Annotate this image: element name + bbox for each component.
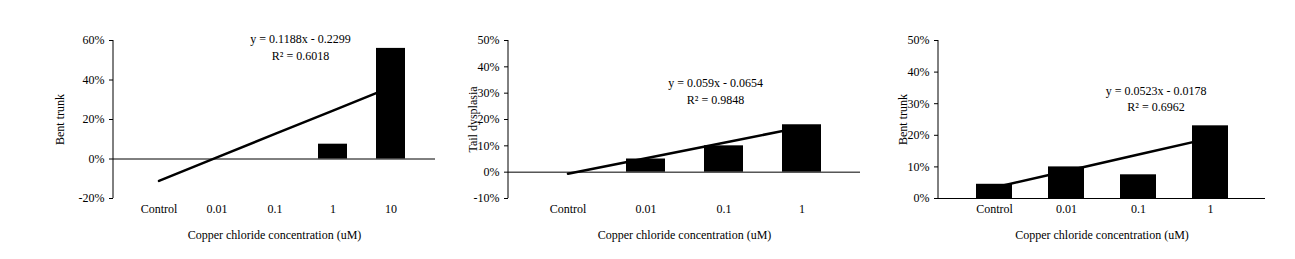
svg-text:y = 0.0523x - 0.0178: y = 0.0523x - 0.0178 (1106, 84, 1207, 98)
svg-text:Bent trunk: Bent trunk (896, 94, 910, 145)
svg-text:0%: 0% (914, 191, 930, 205)
svg-text:y = 0.1188x - 0.2299: y = 0.1188x - 0.2299 (250, 32, 350, 46)
svg-text:R² = 0.6962: R² = 0.6962 (1127, 100, 1184, 114)
svg-text:20%: 20% (908, 128, 930, 142)
svg-text:40%: 40% (478, 60, 500, 74)
svg-text:40%: 40% (83, 73, 105, 87)
svg-text:30%: 30% (478, 86, 500, 100)
svg-text:0%: 0% (484, 165, 500, 179)
svg-text:Tail dysplasia: Tail dysplasia (466, 86, 480, 153)
svg-text:1: 1 (330, 202, 336, 216)
svg-text:20%: 20% (83, 112, 105, 126)
svg-text:Copper chloride concentration: Copper chloride concentration (uM) (1015, 228, 1189, 242)
svg-text:Control: Control (141, 202, 178, 216)
svg-text:0.01: 0.01 (1056, 202, 1077, 216)
svg-text:Copper chloride concentration: Copper chloride concentration (uM) (188, 228, 362, 242)
svg-text:10%: 10% (908, 160, 930, 174)
svg-text:1: 1 (799, 202, 805, 216)
svg-text:-20%: -20% (79, 191, 105, 205)
svg-text:Copper chloride concentration: Copper chloride concentration (uM) (598, 228, 772, 242)
svg-text:0%: 0% (89, 152, 105, 166)
svg-text:Control: Control (976, 202, 1013, 216)
svg-text:10%: 10% (478, 139, 500, 153)
svg-text:1: 1 (1208, 202, 1214, 216)
svg-text:30%: 30% (908, 97, 930, 111)
svg-text:R² = 0.6018: R² = 0.6018 (272, 49, 329, 63)
svg-text:40%: 40% (908, 65, 930, 79)
svg-text:60%: 60% (83, 33, 105, 47)
svg-text:Bent trunk: Bent trunk (53, 94, 67, 145)
svg-text:50%: 50% (908, 33, 930, 47)
svg-text:20%: 20% (478, 112, 500, 126)
svg-text:R² = 0.9848: R² = 0.9848 (687, 93, 744, 107)
svg-text:y = 0.059x - 0.0654: y = 0.059x - 0.0654 (668, 76, 763, 90)
svg-text:0.01: 0.01 (636, 202, 657, 216)
svg-text:0.01: 0.01 (207, 202, 228, 216)
svg-text:0.1: 0.1 (268, 202, 283, 216)
svg-text:10: 10 (385, 202, 397, 216)
svg-text:0.1: 0.1 (1131, 202, 1146, 216)
svg-text:-10%: -10% (474, 191, 500, 205)
svg-text:Control: Control (550, 202, 587, 216)
svg-text:0.1: 0.1 (717, 202, 732, 216)
svg-text:50%: 50% (478, 33, 500, 47)
